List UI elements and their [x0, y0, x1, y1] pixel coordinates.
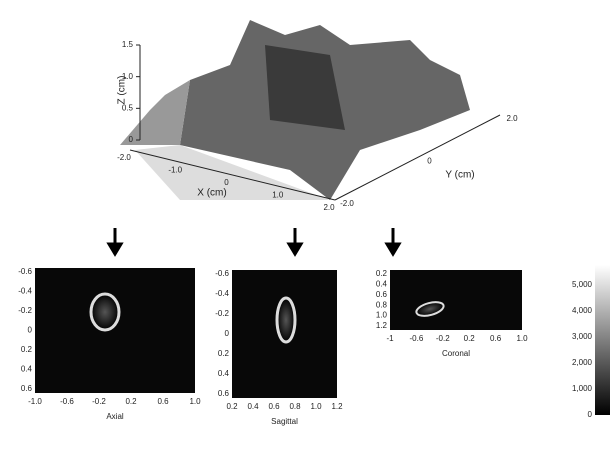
x-tick-label: 2.0 [323, 203, 335, 212]
x-tick-label: -1.0 [28, 397, 42, 406]
panel-label: Axial [106, 412, 124, 421]
y-tick-label: 0.2 [376, 269, 388, 278]
y-tick-label: 0.4 [376, 280, 388, 289]
x-tick-label: 0.2 [464, 334, 476, 343]
colorbar-tick-label: 1,000 [572, 384, 593, 393]
y-tick-label: 0.6 [218, 389, 230, 398]
z-label: Z (cm) [117, 76, 128, 105]
x-tick-label: 0.6 [490, 334, 502, 343]
x-tick-label: -2.0 [117, 153, 131, 162]
y-tick-label: -0.4 [215, 289, 229, 298]
x-label: X (cm) [197, 188, 226, 199]
y-tick-label: -0.6 [18, 267, 32, 276]
x-tick-label: 1.0 [272, 191, 284, 200]
arrows [106, 228, 402, 257]
panel-images [35, 265, 610, 415]
y-tick-label: 0.4 [21, 365, 33, 374]
y-tick-label: -0.4 [18, 287, 32, 296]
z-tick-label: 1.5 [122, 40, 134, 49]
y-tick-label: 0.4 [218, 369, 230, 378]
x-tick-label: 1.2 [331, 402, 343, 411]
surface-face [265, 45, 345, 130]
x-tick-label: 0 [224, 178, 229, 187]
surface-plot [120, 20, 501, 201]
surface-front [120, 80, 190, 145]
y-tick-label: -0.2 [215, 309, 229, 318]
y-tick-label: 0.6 [376, 290, 388, 299]
x-tick-label: -0.6 [410, 334, 424, 343]
colorbar-tick-label: 2,000 [572, 358, 593, 367]
x-tick-label: -0.2 [436, 334, 450, 343]
y-tick-label: 0.6 [21, 384, 33, 393]
floor [135, 145, 330, 200]
x-tick-label: 0.6 [157, 397, 169, 406]
y-tick-label: -2.0 [340, 199, 354, 208]
panel-label: Sagittal [271, 417, 298, 426]
y-tick-label: 0.2 [21, 345, 33, 354]
y-tick-label: 0 [427, 157, 432, 166]
y-axis [334, 114, 501, 201]
colorbar-tick-label: 0 [588, 410, 593, 419]
x-tick-label: -1.0 [168, 166, 182, 175]
x-tick-label: 0.6 [268, 402, 280, 411]
y-label: Y (cm) [445, 170, 474, 181]
x-tick-label: -0.6 [60, 397, 74, 406]
colorbar-tick-label: 4,000 [572, 306, 593, 315]
y-tick-label: 1.0 [376, 311, 388, 320]
y-tick-label: 0 [225, 329, 230, 338]
y-tick-label: -0.6 [215, 269, 229, 278]
y-tick-label: 0 [28, 326, 33, 335]
y-tick-label: 0.8 [376, 300, 388, 309]
x-tick-label: 1.0 [516, 334, 528, 343]
x-tick-label: 1.0 [189, 397, 201, 406]
z-tick-label: 0 [129, 135, 134, 144]
x-tick-label: -0.2 [92, 397, 106, 406]
x-axis [129, 149, 336, 201]
y-tick-label: 0.2 [218, 349, 230, 358]
y-tick-label: 2.0 [506, 114, 518, 123]
colorbar-tick-label: 3,000 [572, 332, 593, 341]
z-tick-label: 0.5 [122, 103, 134, 112]
x-tick-label: 0.2 [125, 397, 137, 406]
colorbar [595, 265, 610, 415]
x-tick-label: 0.2 [226, 402, 238, 411]
y-tick-label: 1.2 [376, 321, 388, 330]
x-tick-label: 0.8 [289, 402, 301, 411]
z-tick-label: 1.0 [122, 72, 134, 81]
colorbar-tick-label: 5,000 [572, 280, 593, 289]
x-tick-label: -1 [386, 334, 394, 343]
y-tick-label: -0.2 [18, 306, 32, 315]
x-tick-label: 0.4 [247, 402, 259, 411]
x-tick-label: 1.0 [310, 402, 322, 411]
panel-label: Coronal [442, 349, 470, 358]
